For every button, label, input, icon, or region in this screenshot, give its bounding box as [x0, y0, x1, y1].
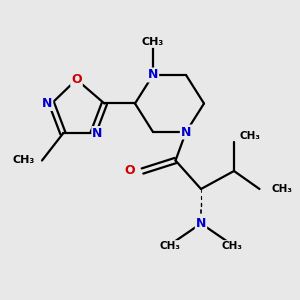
- Text: O: O: [71, 73, 82, 86]
- Text: CH₃: CH₃: [12, 155, 34, 166]
- Text: CH₃: CH₃: [159, 241, 180, 251]
- Text: CH₃: CH₃: [142, 37, 164, 47]
- Text: N: N: [148, 68, 158, 82]
- Text: N: N: [92, 127, 103, 140]
- Text: N: N: [42, 97, 52, 110]
- Text: N: N: [181, 125, 191, 139]
- Text: CH₃: CH₃: [240, 131, 261, 142]
- Text: N: N: [196, 217, 206, 230]
- Text: CH₃: CH₃: [222, 241, 243, 251]
- Text: O: O: [124, 164, 135, 178]
- Text: CH₃: CH₃: [272, 184, 292, 194]
